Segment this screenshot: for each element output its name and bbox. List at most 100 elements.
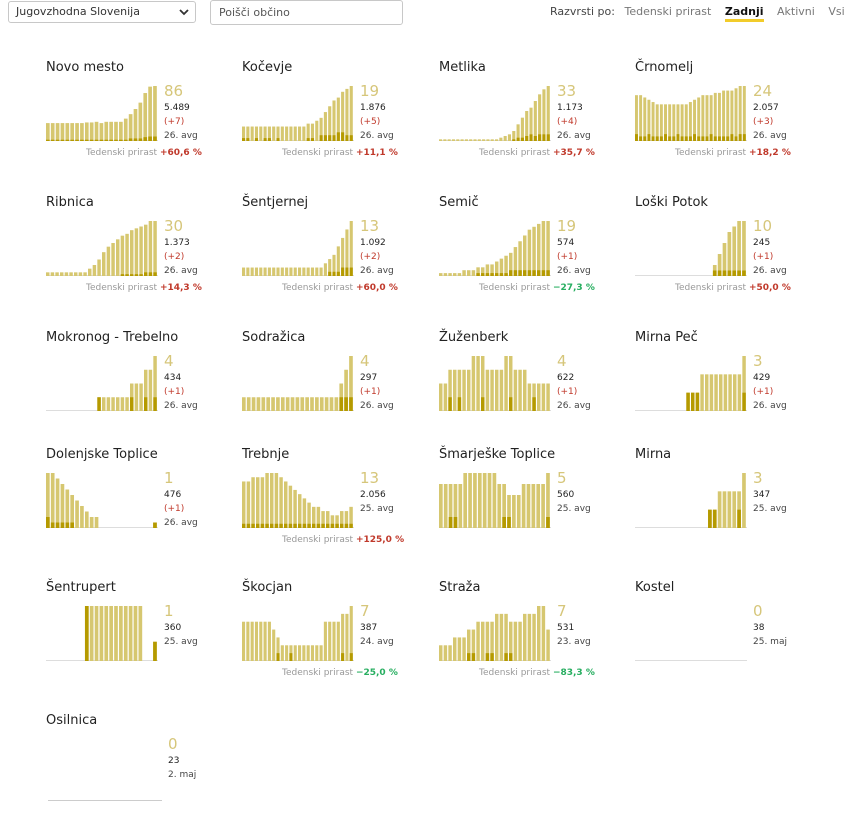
sort-option-vsi[interactable]: Vsi	[828, 5, 845, 18]
sparkline-bar-new	[680, 136, 684, 141]
sparkline-bar	[104, 121, 109, 141]
sort-option-tedenski-prirast[interactable]: Tedenski prirast	[624, 5, 712, 18]
sparkline-bar	[635, 95, 638, 141]
total-cases: 347	[753, 490, 771, 500]
municipality-card[interactable]: Škocjan 7 387 24. avg Tedenski prirast −25,0…	[242, 580, 432, 700]
search-input[interactable]	[210, 0, 403, 25]
municipality-card[interactable]: Sodražica 4 297 (+1) 26. avg	[242, 330, 432, 450]
sparkline-bar	[499, 137, 503, 141]
municipality-card[interactable]: Mirna 3 347 25. avg	[635, 447, 825, 567]
municipality-card[interactable]: Mokronog - Trebelno 4 434 (+1) 26. avg	[46, 330, 236, 450]
sparkline-bar	[700, 374, 704, 411]
sparkline-bar-new	[130, 397, 134, 411]
sparkline-bar	[125, 397, 129, 411]
sparkline-bar	[250, 126, 254, 141]
sparkline-bar	[114, 121, 118, 141]
sparkline-bar	[497, 484, 502, 528]
region-select[interactable]: Jugovzhodna Slovenija	[8, 1, 196, 23]
sparkline-bar	[546, 221, 550, 276]
sparkline-bar	[643, 97, 647, 141]
municipality-card[interactable]: Žuženberk 4 622 (+1) 26. avg	[439, 330, 629, 450]
daily-delta: (+1)	[753, 252, 774, 262]
active-cases-value: 4	[360, 352, 370, 370]
sparkline-bar	[276, 126, 280, 141]
sparkline-bar	[246, 397, 251, 411]
sparkline-bar-new	[504, 273, 508, 276]
sparkline-bar-new	[713, 136, 717, 141]
sparkline-bar-new	[55, 522, 60, 528]
sparkline-bar	[722, 90, 726, 141]
sparkline-bar	[251, 477, 255, 528]
sparkline-bar	[50, 473, 55, 528]
sparkline-chart	[242, 356, 354, 411]
sparkline-bar	[705, 95, 709, 141]
sparkline-bar-new	[153, 136, 157, 141]
municipality-card[interactable]: Dolenjske Toplice 1 476 (+1) 26. avg	[46, 447, 236, 567]
sparkline-bar	[242, 267, 246, 276]
sparkline-bar	[335, 515, 339, 528]
total-cases: 622	[557, 373, 575, 383]
municipality-card[interactable]: Novo mesto 86 5.489 (+7) 26. avg Tedenski pri…	[46, 60, 236, 180]
daily-delta: (+7)	[164, 117, 185, 127]
sparkline-bar	[332, 621, 336, 661]
sparkline-bar-new	[490, 273, 494, 276]
sparkline-bar	[133, 606, 138, 661]
sparkline-bar	[541, 383, 546, 411]
sparkline-bar	[672, 104, 676, 141]
sparkline-chart	[439, 356, 551, 411]
municipality-card[interactable]: Kočevje 19 1.876 (+5) 26. avg Tedenski priras…	[242, 60, 432, 180]
sparkline-bar	[680, 104, 684, 141]
sparkline-bar-new	[541, 270, 546, 276]
sparkline-bar	[520, 117, 524, 141]
sparkline-bar	[295, 397, 300, 411]
sparkline-bar	[462, 637, 466, 661]
sparkline-bar	[705, 374, 709, 411]
sparkline-bar	[537, 383, 541, 411]
weekly-growth-label: Tedenski prirast	[86, 148, 160, 158]
sparkline-bar-new	[339, 397, 344, 411]
municipality-card[interactable]: Semič 19 574 (+1) 26. avg Tedenski prirast −2…	[439, 195, 629, 315]
chevron-down-icon	[179, 9, 189, 16]
sparkline-bar-new	[344, 523, 349, 528]
municipality-card[interactable]: Loški Potok 10 245 (+1) 26. avg Tedenski prir…	[635, 195, 825, 315]
weekly-growth: Tedenski prirast +60,6 %	[86, 148, 202, 158]
municipality-card[interactable]: Kostel 0 38 25. maj	[635, 580, 825, 700]
sparkline-bar	[349, 221, 353, 276]
sparkline-bar	[148, 369, 153, 411]
sparkline-bar-new	[276, 653, 280, 661]
sparkline-bar	[272, 126, 276, 141]
sparkline-bar	[448, 369, 452, 411]
municipality-card[interactable]: Šentjernej 13 1.092 (+2) 26. avg Tedenski pri…	[242, 195, 432, 315]
sparkline-bar	[242, 126, 246, 141]
sparkline-bar-new	[686, 392, 690, 411]
sort-option-zadnji[interactable]: Zadnji	[724, 5, 764, 22]
municipality-card[interactable]: Mirna Peč 3 429 (+1) 26. avg	[635, 330, 825, 450]
sparkline-bar-new	[251, 523, 255, 528]
sparkline-bar-new	[336, 132, 340, 141]
daily-delta: (+1)	[164, 504, 185, 514]
sparkline-chart	[635, 221, 747, 276]
municipality-card[interactable]: Ribnica 30 1.373 (+2) 26. avg Tedenski priras…	[46, 195, 236, 315]
municipality-card[interactable]: Trebnje 13 2.056 25. avg Tedenski prirast +1…	[242, 447, 432, 567]
sparkline-bar	[130, 230, 134, 276]
sparkline-bar	[111, 243, 115, 276]
sparkline-bar	[468, 473, 472, 528]
sparkline-bar	[439, 645, 443, 661]
sparkline-bar	[293, 267, 297, 276]
sparkline-bar-new	[701, 136, 705, 141]
municipality-card[interactable]: Črnomelj 24 2.057 (+3) 26. avg Tedenski prira…	[635, 60, 825, 180]
sparkline-bar	[490, 139, 494, 141]
sparkline-bar	[523, 369, 527, 411]
daily-delta: (+5)	[360, 117, 381, 127]
municipality-card[interactable]: Metlika 33 1.173 (+4) 26. avg Tedenski priras…	[439, 60, 629, 180]
municipality-card[interactable]: Šmarješke Toplice 5 560 25. avg	[439, 447, 629, 567]
municipality-card[interactable]: Šentrupert 1 360 25. avg	[46, 580, 236, 700]
sparkline-bar-new	[532, 397, 536, 411]
municipality-card[interactable]: Osilnica 0 23 2. maj	[46, 713, 236, 833]
sparkline-bar	[443, 484, 448, 528]
sparkline-bar-new	[471, 653, 476, 661]
sparkline-bar	[486, 139, 490, 141]
municipality-card[interactable]: Straža 7 531 23. avg Tedenski prirast −83,3 …	[439, 580, 629, 700]
sort-option-aktivni[interactable]: Aktivni	[777, 5, 815, 18]
sparkline-bar-new	[330, 523, 335, 528]
